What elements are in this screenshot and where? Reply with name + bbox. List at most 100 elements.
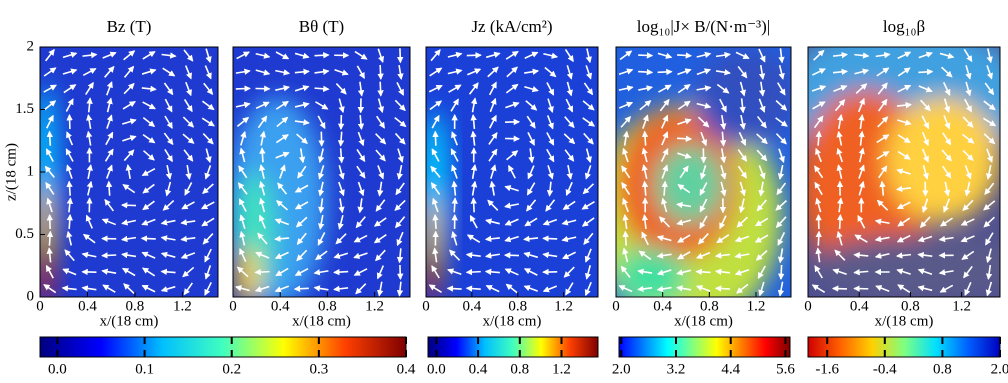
vector-arrow [165,181,172,197]
x-axis-label: x/(18 cm) [875,313,934,329]
vector-arrow [470,130,477,146]
vector-arrow [43,84,57,93]
vector-arrow [962,149,974,162]
vector-arrow [466,234,481,243]
vector-arrow [338,165,345,180]
vector-arrow [656,252,672,259]
vector-arrow [547,98,554,113]
vector-arrow [61,285,77,292]
vector-arrow [544,66,557,78]
vector-arrow [274,218,290,226]
vector-arrow [545,199,556,212]
vector-arrow [469,214,478,229]
vector-arrow [942,132,952,146]
vector-arrow [564,149,575,162]
vector-arrow [699,215,708,230]
vector-arrow [396,281,404,297]
vector-arrow [105,131,114,146]
vector-arrow [274,235,290,242]
vector-arrow [677,118,692,126]
vector-arrow [942,82,951,96]
vector-arrow [738,198,746,214]
vector-arrow [758,165,766,180]
vector-arrow [451,164,458,179]
vector-arrow [777,82,786,96]
vector-arrow [465,251,481,259]
panel-frame [232,46,411,298]
vector-arrow [101,218,117,226]
vector-arrow [542,235,558,242]
vector-arrow [450,98,459,112]
vector-arrow [394,99,406,112]
colorbar-tick-label: 5.6 [776,361,795,377]
vector-arrow [104,148,114,162]
vector-arrow [235,285,250,292]
vector-arrow [542,218,558,226]
vector-arrow [377,48,385,63]
vector-arrow [677,100,691,110]
vector-arrow [204,165,212,180]
vector-arrow [239,230,246,246]
vector-arrow [837,114,844,130]
vector-arrow [638,250,652,261]
vector-arrow [832,51,849,59]
vector-arrow [618,85,634,92]
vector-arrow [585,148,592,164]
vector-arrow [637,268,653,275]
vector-arrow [239,247,247,263]
colorbar [618,336,791,358]
vector-arrow [676,285,692,292]
y-tick-label: 1 [27,163,35,179]
vector-arrow [877,116,889,128]
vector-arrow [858,130,865,146]
vector-arrow [338,198,345,214]
vector-arrow [879,180,886,196]
vector-arrow [141,85,157,93]
vector-arrow [505,50,519,60]
vector-arrow [661,197,668,213]
vector-arrow [833,85,848,93]
vector-arrow [86,164,93,180]
vector-arrow [715,51,731,59]
panel-title: log₁₀β [883,17,925,36]
vector-arrow [661,180,668,196]
vector-arrow [985,164,993,180]
vector-arrow [917,235,933,243]
vector-arrow [677,184,691,194]
vector-arrow [985,232,994,246]
vector-arrow [622,147,629,163]
vector-arrow [204,265,212,280]
vector-arrow [661,131,669,146]
vector-arrow [82,68,97,76]
vector-arrow [618,285,633,293]
vector-arrow [46,230,54,246]
y-axis-label: z/(18 cm) [3,143,19,201]
vector-arrow [696,68,712,76]
panel-frame [425,46,599,298]
vector-arrow [523,285,538,292]
vector-arrow [354,50,368,60]
vector-arrow [562,251,576,260]
vector-arrow [240,130,247,146]
vector-arrow [294,184,309,193]
vector-arrow [182,116,195,128]
vector-arrow [429,100,443,111]
vector-arrow [43,67,57,77]
vector-arrow [657,68,673,76]
vector-arrow [447,268,462,276]
vector-arrow [235,68,251,75]
x-tick-label: 1.2 [747,298,766,314]
vector-arrow [446,285,462,292]
panel: Bz (T) 0 0.4 0.8 1.2 x/(18 cm) 0 0.5 1 1.5 2 z/(18 … [3,17,415,378]
vector-arrow [201,100,215,111]
vector-arrow [962,116,974,128]
vector-arrow [756,199,767,212]
vector-arrow [314,85,330,92]
vector-arrow [641,231,649,246]
vector-arrow [506,66,518,78]
vector-arrow [484,235,500,243]
vector-arrow [858,147,865,163]
vector-arrow [275,85,291,92]
vector-arrow [255,251,270,259]
